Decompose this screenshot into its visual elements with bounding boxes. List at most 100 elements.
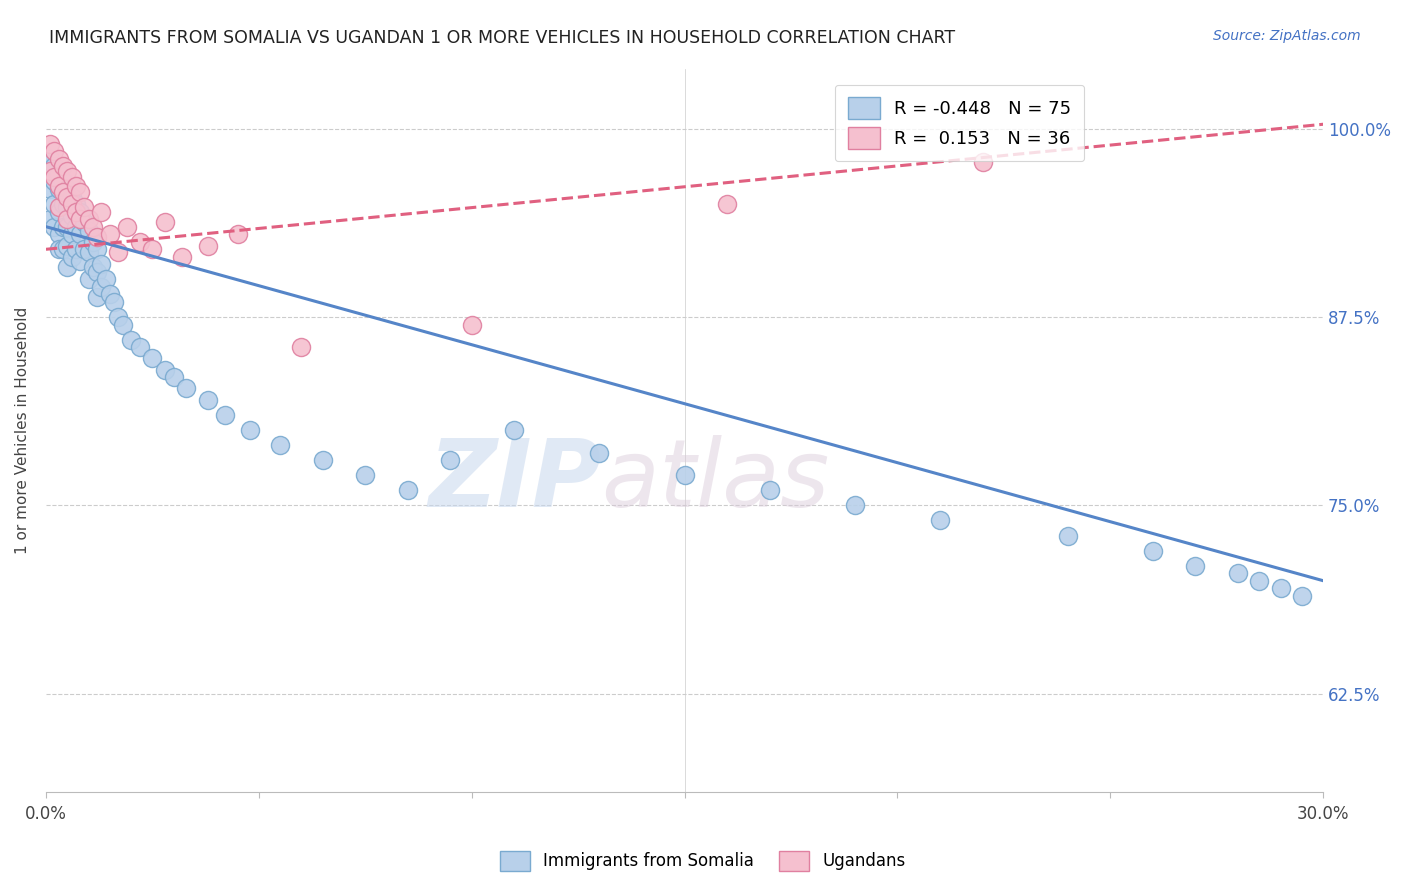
- Y-axis label: 1 or more Vehicles in Household: 1 or more Vehicles in Household: [15, 307, 30, 554]
- Text: Source: ZipAtlas.com: Source: ZipAtlas.com: [1213, 29, 1361, 43]
- Point: [48, 179, 70, 194]
- Point: [90, 257, 112, 271]
- Point: [60, 227, 83, 242]
- Point: [65, 242, 87, 256]
- Point: [56, 260, 79, 275]
- Point: [82, 260, 104, 275]
- Point: [1249, 574, 1271, 588]
- Point: [60, 169, 83, 184]
- Point: [77, 212, 100, 227]
- Point: [90, 204, 112, 219]
- Point: [86, 265, 108, 279]
- Point: [1227, 566, 1250, 581]
- Point: [128, 235, 150, 249]
- Point: [69, 204, 91, 219]
- Point: [56, 219, 79, 234]
- Point: [60, 189, 83, 203]
- Point: [44, 174, 66, 188]
- Point: [111, 318, 134, 332]
- Point: [73, 215, 96, 229]
- Point: [90, 280, 112, 294]
- Point: [103, 295, 125, 310]
- Point: [312, 453, 335, 467]
- Point: [86, 230, 108, 244]
- Point: [56, 189, 79, 203]
- Point: [77, 272, 100, 286]
- Point: [48, 152, 70, 166]
- Point: [39, 212, 62, 227]
- Point: [77, 245, 100, 260]
- Point: [52, 242, 75, 256]
- Point: [128, 340, 150, 354]
- Point: [1184, 558, 1206, 573]
- Point: [73, 200, 96, 214]
- Point: [73, 242, 96, 256]
- Point: [69, 212, 91, 227]
- Point: [48, 200, 70, 214]
- Point: [39, 152, 62, 166]
- Point: [972, 155, 994, 169]
- Point: [86, 291, 108, 305]
- Text: IMMIGRANTS FROM SOMALIA VS UGANDAN 1 OR MORE VEHICLES IN HOUSEHOLD CORRELATION C: IMMIGRANTS FROM SOMALIA VS UGANDAN 1 OR …: [49, 29, 955, 46]
- Point: [56, 164, 79, 178]
- Point: [1270, 581, 1292, 595]
- Point: [52, 219, 75, 234]
- Point: [56, 239, 79, 253]
- Point: [141, 242, 163, 256]
- Point: [52, 185, 75, 199]
- Point: [120, 333, 142, 347]
- Point: [65, 219, 87, 234]
- Point: [44, 219, 66, 234]
- Point: [77, 224, 100, 238]
- Point: [65, 197, 87, 211]
- Point: [141, 351, 163, 365]
- Point: [52, 174, 75, 188]
- Point: [153, 215, 176, 229]
- Point: [52, 197, 75, 211]
- Point: [197, 239, 219, 253]
- Point: [929, 513, 952, 527]
- Point: [107, 310, 129, 324]
- Legend: Immigrants from Somalia, Ugandans: Immigrants from Somalia, Ugandans: [492, 842, 914, 880]
- Point: [82, 235, 104, 249]
- Point: [60, 250, 83, 264]
- Point: [439, 453, 461, 467]
- Point: [48, 227, 70, 242]
- Text: atlas: atlas: [602, 435, 830, 526]
- Point: [65, 179, 87, 194]
- Point: [844, 499, 866, 513]
- Point: [460, 318, 482, 332]
- Point: [48, 242, 70, 256]
- Point: [44, 197, 66, 211]
- Point: [98, 227, 121, 242]
- Legend: R = -0.448   N = 75, R =  0.153   N = 36: R = -0.448 N = 75, R = 0.153 N = 36: [835, 85, 1084, 161]
- Point: [1291, 589, 1313, 603]
- Point: [716, 197, 738, 211]
- Point: [56, 212, 79, 227]
- Point: [176, 381, 198, 395]
- Point: [153, 363, 176, 377]
- Point: [44, 160, 66, 174]
- Point: [1056, 528, 1078, 542]
- Point: [673, 468, 696, 483]
- Point: [69, 227, 91, 242]
- Point: [86, 242, 108, 256]
- Point: [48, 204, 70, 219]
- Point: [48, 167, 70, 181]
- Text: ZIP: ZIP: [429, 434, 602, 526]
- Point: [69, 254, 91, 268]
- Point: [172, 250, 194, 264]
- Point: [290, 340, 312, 354]
- Point: [82, 219, 104, 234]
- Point: [163, 370, 186, 384]
- Point: [503, 423, 526, 437]
- Point: [269, 438, 291, 452]
- Point: [39, 182, 62, 196]
- Point: [39, 136, 62, 151]
- Point: [44, 145, 66, 159]
- Point: [52, 160, 75, 174]
- Point: [396, 483, 419, 498]
- Point: [48, 182, 70, 196]
- Point: [94, 272, 117, 286]
- Point: [39, 164, 62, 178]
